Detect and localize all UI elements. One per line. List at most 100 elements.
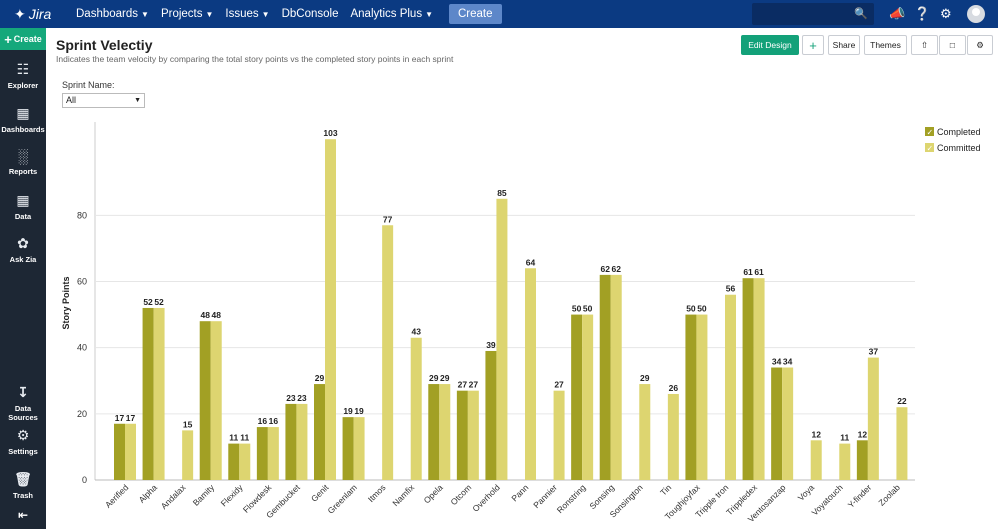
sprint-name-select-value: All <box>66 95 77 105</box>
sidebar-item-reports[interactable]: ░ Reports <box>0 148 46 176</box>
x-tick-label: Bamity <box>191 482 217 508</box>
sidebar-item-explorer[interactable]: ☷ Explorer <box>0 61 46 90</box>
nav-issues[interactable]: Issues ▼ <box>219 0 275 28</box>
data-label: 19 <box>354 406 364 416</box>
data-label: 27 <box>458 380 468 390</box>
report-content: Sprint Name: All ▼ 0 20 40 60 80 Story Points… <box>46 70 998 529</box>
chevron-down-icon: ▼ <box>134 97 141 104</box>
data-label: 48 <box>211 310 221 320</box>
data-label: 50 <box>697 304 707 314</box>
data-label: 26 <box>669 383 679 393</box>
chevron-down-icon: ▼ <box>425 9 433 19</box>
data-label: 34 <box>783 357 793 367</box>
add-button[interactable]: + <box>802 35 824 55</box>
x-tick-label: Alpha <box>137 482 160 505</box>
plus-icon: + <box>4 31 12 47</box>
bar-completed <box>285 403 297 480</box>
themes-button[interactable]: Themes <box>864 35 907 55</box>
sidebar-item-label: Data Sources <box>8 404 38 422</box>
megaphone-icon[interactable]: 📣 <box>889 6 906 21</box>
data-label: 12 <box>811 429 821 439</box>
bar-completed <box>456 390 468 480</box>
data-label: 103 <box>323 128 337 138</box>
sidebar-create-button[interactable]: + Create <box>0 28 46 50</box>
main-nav: Dashboards ▼ Projects ▼ Issues ▼ DbConsole … <box>70 0 502 28</box>
share-button[interactable]: Share <box>828 35 860 55</box>
gear-icon[interactable]: ⚙ <box>940 6 952 21</box>
bar-completed <box>485 350 497 480</box>
bar-committed <box>382 225 394 480</box>
export-button[interactable]: ⇧ <box>911 35 938 55</box>
data-label: 29 <box>315 373 325 383</box>
y-tick-label: 0 <box>82 475 87 485</box>
data-label: 50 <box>583 304 593 314</box>
data-label: 85 <box>497 188 507 198</box>
data-label: 12 <box>858 429 868 439</box>
export-icon: ⇧ <box>920 39 929 50</box>
dashboards-icon: ▦ <box>16 105 30 121</box>
chevron-down-icon: ▼ <box>141 9 149 19</box>
nav-projects[interactable]: Projects ▼ <box>155 0 219 28</box>
data-label: 29 <box>640 373 650 383</box>
sidebar-item-settings[interactable]: ⚙ Settings <box>0 427 46 456</box>
nav-dashboards-label: Dashboards <box>76 8 139 20</box>
data-label: 29 <box>440 373 450 383</box>
settings-button[interactable]: ⚙ <box>967 35 993 55</box>
x-tick-label: Zoolab <box>876 482 902 508</box>
data-label: 77 <box>383 214 393 224</box>
x-tick-label: Tin <box>658 482 673 497</box>
sidebar-item-data[interactable]: ▦ Data <box>0 192 46 221</box>
sidebar-item-label: Dashboards <box>1 125 45 134</box>
gear-icon: ⚙ <box>976 39 984 50</box>
sprint-name-select[interactable]: All ▼ <box>62 93 145 108</box>
x-tick-label: Genit <box>309 482 331 504</box>
bar-committed <box>582 314 594 480</box>
data-label: 50 <box>572 304 582 314</box>
trash-icon: 🗑 <box>14 471 32 487</box>
data-label: 22 <box>897 396 907 406</box>
sidebar-item-trash[interactable]: 🗑 Trash <box>0 471 46 500</box>
page-title: Sprint Velectiy <box>56 37 153 53</box>
sidebar-item-label: Data <box>14 212 32 221</box>
data-label: 39 <box>486 340 496 350</box>
nav-dbconsole-label: DbConsole <box>281 8 339 20</box>
bar-committed <box>753 278 765 480</box>
y-tick-label: 60 <box>77 276 87 286</box>
sidebar-item-data-sources[interactable]: ↧ Data Sources <box>0 384 46 422</box>
nav-analytics-plus-label: Analytics Plus <box>350 8 423 20</box>
bar-committed <box>125 423 136 480</box>
bar-committed <box>610 274 622 480</box>
bar-completed <box>428 384 440 480</box>
bar-completed <box>228 443 240 480</box>
data-label: 64 <box>526 257 536 267</box>
legend-label-committed: Committed <box>937 143 981 153</box>
nav-dbconsole[interactable]: DbConsole <box>276 0 345 28</box>
data-label: 52 <box>154 297 164 307</box>
nav-analytics-plus[interactable]: Analytics Plus ▼ <box>344 0 439 28</box>
search-input[interactable]: 🔍 <box>752 3 874 25</box>
app-name: Jira <box>28 6 52 22</box>
x-tick-label: Pannier <box>531 482 559 510</box>
comment-button[interactable]: □ <box>939 35 966 55</box>
collapse-sidebar-icon[interactable]: ⇤ <box>17 508 29 522</box>
x-tick-label: Voyatouch <box>810 482 845 517</box>
sidebar-item-label: Reports <box>8 167 38 176</box>
create-button[interactable]: Create <box>449 4 502 24</box>
edit-design-button[interactable]: Edit Design <box>741 35 799 55</box>
bar-completed <box>599 274 611 480</box>
bar-completed <box>342 417 354 480</box>
nav-dashboards[interactable]: Dashboards ▼ <box>70 0 155 28</box>
bar-completed <box>771 367 783 480</box>
sidebar-item-dashboards[interactable]: ▦ Dashboards <box>0 105 46 134</box>
nav-issues-label: Issues <box>225 8 259 20</box>
help-icon[interactable]: ❔ <box>914 6 931 21</box>
sidebar-item-ask-zia[interactable]: ✿ Ask Zia <box>0 235 46 264</box>
avatar[interactable] <box>967 5 985 23</box>
data-label: 16 <box>269 416 279 426</box>
x-tick-label: Overhold <box>470 482 502 514</box>
legend-swatch-committed <box>925 143 934 152</box>
y-axis-label: Story Points <box>61 276 71 329</box>
bar-committed <box>239 443 251 480</box>
jira-logo[interactable]: ✦ Jira <box>14 6 64 23</box>
data-label: 27 <box>554 380 564 390</box>
